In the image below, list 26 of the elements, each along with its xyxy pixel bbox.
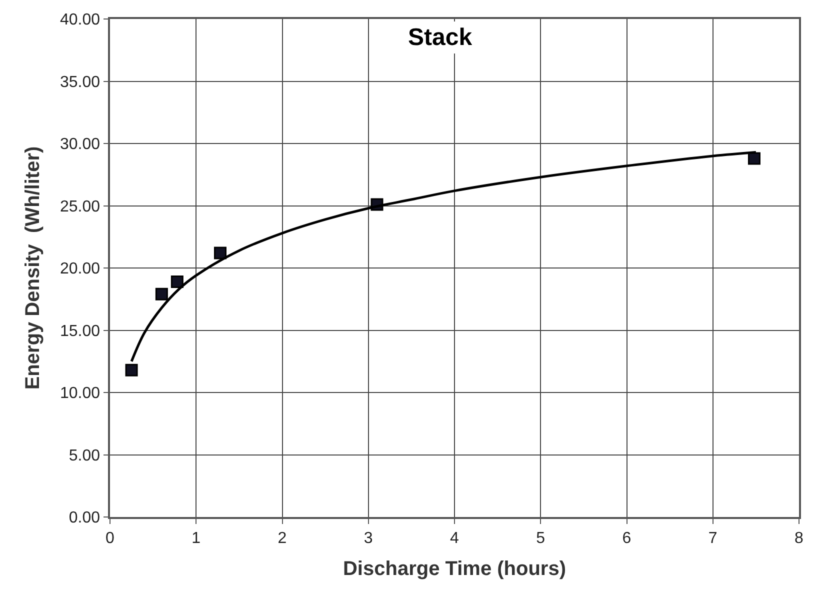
point [125,364,138,376]
x-tick-label: 4 [450,530,460,547]
y-tick-label: 20.00 [60,260,100,278]
y-tick-label: 15.00 [60,322,100,340]
x-tick-label: 1 [192,530,201,547]
x-tick-label: 0 [106,530,115,547]
x-tick-label: 3 [364,530,373,547]
y-tick-label: 40.00 [60,12,100,29]
y-tick-label: 35.00 [60,74,100,91]
chart-title: Stack [408,24,473,51]
x-axis-title: Discharge Time (hours) [342,558,566,580]
point [155,288,168,300]
y-tick-label: 0.00 [68,510,100,527]
point [214,246,226,260]
y-tick-label: 5.00 [68,447,100,464]
y-tick-label: 10.00 [60,385,100,402]
x-tick-label: 2 [278,530,287,547]
y-tick-label: 25.00 [60,198,100,216]
x-tick-label: 8 [794,530,804,547]
point [748,152,760,165]
y-axis-title: Energy Density (Wh/liter) [22,146,44,390]
x-tick-label: 5 [536,530,546,547]
point [170,275,184,288]
y-tick-label: 30.00 [60,136,100,154]
x-tick-label: 7 [708,530,718,547]
x-tick-label: 6 [622,530,632,547]
